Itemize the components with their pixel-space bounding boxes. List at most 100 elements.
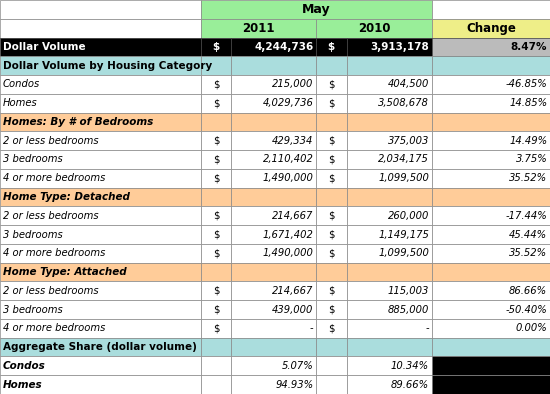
Text: $: $ [213,98,219,108]
Bar [316,188,346,206]
Bar [0,244,201,263]
Text: 1,099,500: 1,099,500 [378,248,429,258]
Text: $: $ [213,173,219,183]
Bar [201,0,432,19]
Text: -50.40%: -50.40% [505,305,547,314]
Text: $: $ [213,211,219,221]
Text: 115,003: 115,003 [388,286,429,296]
Bar [346,300,432,319]
Text: -: - [310,323,314,333]
Bar [346,113,432,131]
Text: 1,099,500: 1,099,500 [378,173,429,183]
Text: 3.75%: 3.75% [515,154,547,164]
Bar [432,37,550,56]
Bar [231,357,316,375]
Text: 10.34%: 10.34% [391,361,429,371]
Text: $: $ [213,230,219,240]
Text: $: $ [212,42,219,52]
Bar [346,56,432,75]
Bar [0,0,201,19]
Text: $: $ [328,286,334,296]
Text: 1,149,175: 1,149,175 [378,230,429,240]
Bar [0,169,201,188]
Bar [316,37,346,56]
Text: $: $ [213,323,219,333]
Text: $: $ [328,230,334,240]
Bar [231,206,316,225]
Text: $: $ [328,98,334,108]
Bar [0,357,201,375]
Text: 0.00%: 0.00% [515,323,547,333]
Bar [231,150,316,169]
Bar [432,188,550,206]
Bar [201,281,231,300]
Bar [231,113,316,131]
Bar [201,94,231,113]
Bar [0,281,201,300]
Bar [432,169,550,188]
Bar [231,188,316,206]
Text: Condos: Condos [3,361,46,371]
Bar [432,338,550,357]
Bar [0,94,201,113]
Text: 4,029,736: 4,029,736 [263,98,313,108]
Bar [0,225,201,244]
Text: $: $ [328,305,334,314]
Text: Home Type: Detached: Home Type: Detached [3,192,130,202]
Text: 4 or more bedrooms: 4 or more bedrooms [3,323,105,333]
Text: -46.85%: -46.85% [505,80,547,89]
Bar [432,113,550,131]
Bar [316,169,346,188]
Bar [316,319,346,338]
Bar [346,131,432,150]
Bar [201,75,231,94]
Text: 439,000: 439,000 [272,305,314,314]
Bar [432,150,550,169]
Bar [432,131,550,150]
Bar [432,225,550,244]
Text: $: $ [328,323,334,333]
Bar [0,319,201,338]
Text: 1,490,000: 1,490,000 [263,248,313,258]
Bar [231,75,316,94]
Text: 2 or less bedrooms: 2 or less bedrooms [3,286,98,296]
Bar [201,244,231,263]
Text: 94.93%: 94.93% [276,380,314,390]
Bar [0,206,201,225]
Text: 3 bedrooms: 3 bedrooms [3,154,63,164]
Bar [432,0,550,19]
Text: Homes: Homes [3,98,37,108]
Text: $: $ [328,173,334,183]
Bar [432,244,550,263]
Text: $: $ [328,136,334,146]
Bar [346,319,432,338]
Bar [346,188,432,206]
Text: May: May [302,3,331,16]
Text: 2,110,402: 2,110,402 [263,154,313,164]
Bar [432,94,550,113]
Bar [201,150,231,169]
Text: 4,244,736: 4,244,736 [254,42,314,52]
Bar [201,225,231,244]
Bar [231,244,316,263]
Text: 2 or less bedrooms: 2 or less bedrooms [3,136,98,146]
Text: $: $ [213,286,219,296]
Bar [231,131,316,150]
Bar [432,263,550,281]
Text: Homes: Homes [3,380,42,390]
Bar [346,281,432,300]
Bar [316,281,346,300]
Bar [201,263,231,281]
Bar [201,19,316,37]
Bar [231,338,316,357]
Text: Aggregate Share (dollar volume): Aggregate Share (dollar volume) [3,342,197,352]
Bar [201,188,231,206]
Bar [201,56,231,75]
Bar [231,300,316,319]
Bar [432,300,550,319]
Text: Dollar Volume by Housing Category: Dollar Volume by Housing Category [3,61,212,71]
Bar [231,375,316,394]
Bar [316,113,346,131]
Text: $: $ [328,248,334,258]
Bar [346,263,432,281]
